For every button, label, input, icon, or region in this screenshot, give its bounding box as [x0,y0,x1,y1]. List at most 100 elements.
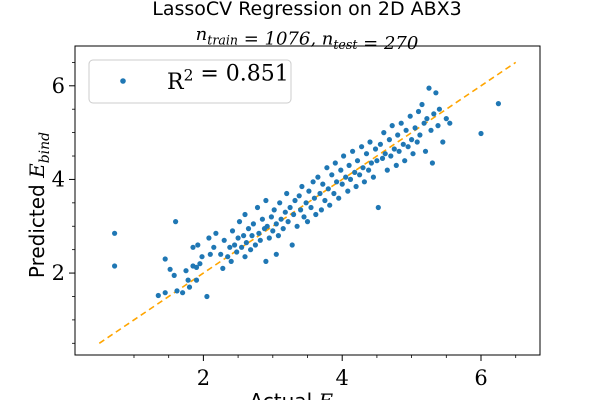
x-tick-label: 4 [336,366,349,390]
data-point [257,237,263,243]
data-point [278,216,284,222]
y-tick-label: 4 [52,167,65,191]
data-point [398,120,404,126]
data-point [287,204,293,211]
data-point [242,211,248,218]
data-point [318,207,324,213]
data-point [431,111,437,117]
data-point [232,242,238,248]
data-point [379,155,386,161]
data-point [308,204,314,211]
data-point [207,251,213,257]
data-point [327,202,333,208]
y-axis-label: Predicted Ebind [25,132,53,278]
data-point [211,244,217,250]
data-point [263,197,269,204]
data-point [424,116,430,122]
data-point [367,139,373,145]
data-point [234,249,240,255]
data-point [193,277,200,283]
data-point [336,195,342,201]
data-point [368,160,374,166]
data-point [311,195,317,201]
data-point [282,209,288,215]
data-point [341,153,347,159]
data-point [366,167,372,173]
data-point [277,200,283,206]
data-point [229,228,236,234]
data-point [270,228,276,234]
data-point [419,101,425,108]
data-point [386,137,392,143]
data-point [343,174,349,180]
data-point [248,247,254,253]
data-point [299,183,305,190]
data-point [310,179,316,185]
data-point [334,179,340,185]
data-points-group [112,85,501,300]
data-point [403,127,409,133]
data-point [304,219,311,225]
data-point [329,172,335,178]
data-point [236,219,243,225]
data-point [193,264,200,270]
data-point [197,261,203,267]
data-point [280,226,286,232]
data-point [332,160,338,166]
data-point [410,151,416,157]
legend-marker [120,78,126,84]
data-point [263,258,269,264]
data-point [353,183,359,190]
legend: R2 = 0.851 [88,59,292,104]
data-point [296,193,302,199]
data-point [429,160,435,166]
data-point [414,139,420,145]
data-point [298,207,304,213]
data-point [352,169,358,175]
data-point [324,165,330,171]
data-point [354,158,361,164]
data-point [377,141,383,147]
data-point [273,221,279,227]
data-point [266,235,272,241]
y-tick-label: 6 [52,74,65,98]
data-point [220,265,226,271]
data-point [338,167,344,173]
data-point [360,165,366,171]
data-point [243,240,249,246]
data-point [173,219,179,225]
data-point [294,223,300,229]
data-point [174,288,180,294]
x-axis-ticks: 2 4 6 [133,355,517,390]
data-point [381,130,387,136]
data-point [275,233,281,239]
data-point [250,221,256,227]
data-point [204,293,210,300]
data-point [495,101,501,107]
data-point [436,106,442,112]
data-point [347,176,354,182]
data-point [407,113,413,119]
data-point [206,235,212,241]
data-point [162,256,168,262]
data-point [322,197,328,204]
data-point [395,132,401,138]
data-point [345,188,351,194]
chart-title: LassoCV Regression on 2D ABX3 [152,0,462,20]
data-point [426,85,432,91]
data-point [239,244,245,250]
data-point [443,116,449,122]
data-point [405,144,411,150]
data-point [402,158,408,164]
data-point [361,179,367,185]
data-point [190,244,196,250]
data-point [359,144,365,150]
data-point [393,162,399,168]
data-point [273,251,279,257]
x-axis-label: Actual Ebind [249,389,364,400]
data-point [301,214,307,220]
data-point [186,284,193,290]
data-point [415,108,422,115]
y-tick-label: 2 [52,261,65,285]
data-point [433,90,439,96]
